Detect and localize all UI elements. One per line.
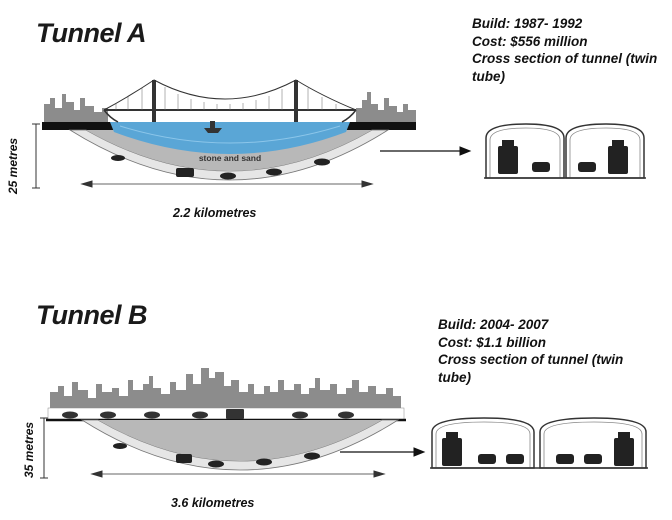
tunnel-b-length-label: 3.6 kilometres bbox=[171, 496, 255, 510]
tunnel-b-pointer-arrow bbox=[340, 447, 426, 457]
tunnel-a-fill-label: stone and sand bbox=[199, 153, 261, 163]
tunnel-b-cross-section bbox=[430, 417, 648, 469]
tunnel-a-build: Build: 1987- 1992 bbox=[472, 16, 583, 31]
tunnel-a-pointer-arrow bbox=[380, 146, 472, 156]
tunnel-b-vehicles bbox=[113, 443, 320, 468]
tunnel-b-cross-section-label-1: Cross section of tunnel (twin bbox=[438, 352, 624, 367]
tunnel-a-boat bbox=[204, 121, 222, 133]
tunnel-b-cross-section-label-2: tube) bbox=[438, 369, 471, 385]
tunnel-a-skyline-left bbox=[44, 94, 108, 124]
tunnel-a-depth-bracket bbox=[32, 123, 40, 189]
tunnel-a-illustration: stone and sand bbox=[32, 79, 646, 189]
tunnel-a-cross-section-label-1: Cross section of tunnel (twin bbox=[472, 51, 658, 66]
tunnel-a-title: Tunnel A bbox=[36, 18, 147, 48]
tunnel-a-cross-section bbox=[484, 123, 646, 179]
tunnel-b-fill bbox=[98, 420, 382, 461]
tunnel-b-cross-section-vehicles bbox=[442, 432, 634, 466]
tunnel-b-title: Tunnel B bbox=[36, 300, 148, 330]
tunnel-b-depth-bracket bbox=[40, 417, 48, 479]
tunnel-a-info: Build: 1987- 1992 Cost: $556 million Cro… bbox=[472, 15, 657, 85]
tunnel-a-vehicles bbox=[111, 155, 330, 180]
tunnel-b-surface-vehicles bbox=[62, 409, 354, 419]
tunnel-a-cross-section-vehicles bbox=[498, 140, 628, 174]
tunnel-a-skyline-right bbox=[356, 92, 416, 124]
tunnel-b-cost: Cost: $1.1 billion bbox=[438, 334, 547, 350]
tunnel-a-water-ripple bbox=[119, 125, 341, 144]
tunnel-a-length-label: 2.2 kilometres bbox=[173, 206, 257, 220]
tunnel-b-info: Build: 2004- 2007 Cost: $1.1 billion Cro… bbox=[438, 316, 623, 386]
tunnel-a-cross-section-label-2: tube) bbox=[472, 68, 505, 84]
tunnel-a-water bbox=[110, 122, 350, 154]
tunnel-a-bridge bbox=[103, 79, 357, 123]
tunnel-b-skyline bbox=[50, 368, 401, 408]
tunnel-b-build: Build: 2004- 2007 bbox=[438, 317, 549, 332]
tunnel-a-length-arrow bbox=[80, 180, 374, 188]
tunnel-b-length-arrow bbox=[90, 470, 386, 478]
tunnel-a-cost: Cost: $556 million bbox=[472, 33, 588, 49]
